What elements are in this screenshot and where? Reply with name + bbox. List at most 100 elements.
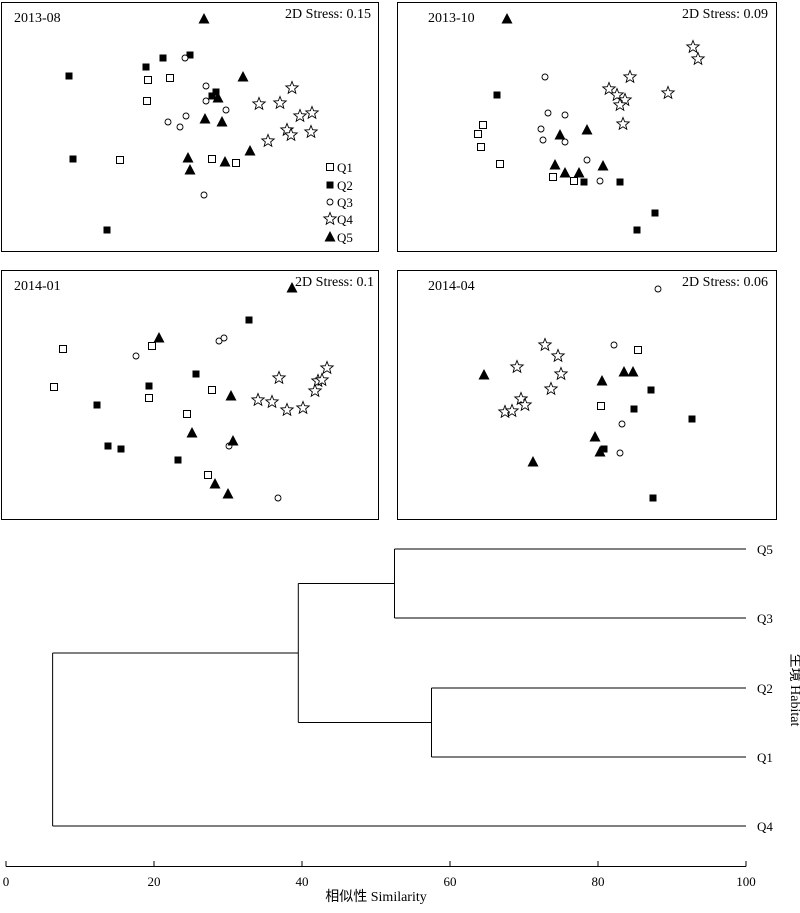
legend-symbol-q2 <box>326 181 334 189</box>
point-2013-08-q3-6 <box>164 118 172 126</box>
point-2014-01-q2-1 <box>245 316 253 324</box>
point-2013-08-q4-3 <box>272 95 288 110</box>
point-2013-08-q2-4 <box>186 51 194 59</box>
point-2013-08-q2-1 <box>65 72 73 80</box>
point-2013-10-q4-9 <box>615 116 631 131</box>
point-2014-01-q4-1 <box>319 360 335 375</box>
point-2014-01-q2-5 <box>104 442 112 450</box>
legend-label-q4: Q4 <box>337 212 353 227</box>
point-2013-08-q5-8 <box>182 152 194 163</box>
point-2014-01-q5-2 <box>153 332 165 343</box>
point-2013-08-q5-9 <box>184 164 196 175</box>
nmds-panel-2014-01-frame <box>1 270 379 520</box>
point-2014-04-q5-6 <box>594 446 606 457</box>
point-2013-08-q2-3 <box>159 54 167 62</box>
point-2013-10-q1-3 <box>477 143 485 151</box>
point-2014-04-q5-1 <box>478 369 490 380</box>
legend-marker-q5 <box>324 231 336 242</box>
point-2014-04-q5-3 <box>618 366 630 377</box>
legend-label-q2: Q2 <box>337 178 353 193</box>
point-2014-01-q3-5 <box>274 494 282 502</box>
point-2014-01-q1-5 <box>183 410 191 418</box>
point-2013-08-q4-9 <box>283 127 299 142</box>
point-2014-01-q5-1 <box>286 282 298 293</box>
point-2014-01-q2-7 <box>174 456 182 464</box>
legend-label-q1: Q1 <box>337 160 353 175</box>
point-2013-08-q1-3 <box>143 97 151 105</box>
point-2013-08-q4-7 <box>260 133 276 148</box>
point-2013-10-q5-5 <box>559 167 571 178</box>
point-2013-10-q4-3 <box>622 69 638 84</box>
point-2013-08-q2-2 <box>142 63 150 71</box>
stress-label-2013-10: 2D Stress: 0.09 <box>682 7 768 22</box>
point-2014-01-q1-4 <box>145 394 153 402</box>
point-2014-01-q5-6 <box>209 478 221 489</box>
x-tick-label-20: 20 <box>148 874 161 889</box>
point-2014-01-q4-5 <box>250 392 266 407</box>
point-2013-08-q4-2 <box>251 96 267 111</box>
leaf-label-q5: Q5 <box>757 542 773 557</box>
x-tick-label-40: 40 <box>296 874 309 889</box>
point-2013-10-q4-4 <box>601 81 617 96</box>
point-2014-01-q3-2 <box>220 334 228 342</box>
point-2013-10-q2-3 <box>616 178 624 186</box>
nmds-panel-2013-10-frame <box>397 2 777 252</box>
stress-label-2014-04: 2D Stress: 0.06 <box>682 275 768 290</box>
point-2014-04-q4-5 <box>543 381 559 396</box>
point-2013-10-q4-8 <box>660 85 676 100</box>
legend-marker-q2 <box>326 181 334 189</box>
point-2014-04-q3-3 <box>618 420 626 428</box>
point-2013-08-q3-2 <box>202 82 210 90</box>
point-2013-10-q5-7 <box>597 160 609 171</box>
legend-marker-q1 <box>326 163 334 171</box>
panel-title-2014-01: 2014-01 <box>14 279 61 294</box>
leaf-label-q3: Q3 <box>757 611 773 626</box>
point-2014-04-q4-1 <box>537 337 553 352</box>
point-2014-04-q3-4 <box>616 449 624 457</box>
point-2013-10-q4-5 <box>609 87 625 102</box>
point-2014-01-q4-7 <box>279 402 295 417</box>
point-2014-01-q2-6 <box>117 445 125 453</box>
point-2013-10-q3-8 <box>596 177 604 185</box>
point-2014-01-q2-4 <box>93 401 101 409</box>
point-2013-10-q5-6 <box>573 167 585 178</box>
point-2013-10-q5-1 <box>501 13 513 24</box>
point-2013-08-q3-1 <box>181 54 189 62</box>
point-2014-04-q4-3 <box>509 359 525 374</box>
point-2014-04-q2-5 <box>649 494 657 502</box>
point-2013-10-q3-7 <box>583 156 591 164</box>
point-2013-08-q4-5 <box>304 105 320 120</box>
point-2013-08-q5-1 <box>198 13 210 24</box>
scatter-points <box>50 13 706 502</box>
point-2013-10-q2-2 <box>580 178 588 186</box>
legend-label-q3: Q3 <box>337 195 353 210</box>
point-2013-10-q3-6 <box>561 138 569 146</box>
point-2013-08-q3-3 <box>202 97 210 105</box>
point-2013-08-q1-2 <box>166 74 174 82</box>
point-2013-08-q1-5 <box>208 155 216 163</box>
legend-symbol-q3 <box>326 198 334 206</box>
x-axis-ticks: 0 20 40 60 80 100 <box>3 861 756 889</box>
point-2013-08-q2-6 <box>208 92 216 100</box>
point-2013-10-q4-7 <box>612 97 628 112</box>
point-2013-08-q5-6 <box>244 145 256 156</box>
point-2013-08-q5-2 <box>237 71 249 82</box>
nmds-panel-2014-04-frame <box>397 270 777 520</box>
point-2014-04-q3-2 <box>610 341 618 349</box>
point-2014-01-q1-1 <box>59 345 67 353</box>
point-2014-01-q5-3 <box>225 390 237 401</box>
panel-title-2014-04: 2014-04 <box>428 279 475 294</box>
point-2013-08-q5-3 <box>212 92 224 103</box>
point-2014-04-q5-2 <box>596 375 608 386</box>
point-2014-04-q1-1 <box>634 346 642 354</box>
point-2013-10-q3-1 <box>541 73 549 81</box>
point-2013-08-q2-8 <box>103 226 111 234</box>
point-2013-08-q3-7 <box>176 123 184 131</box>
point-2014-04-q2-4 <box>600 445 608 453</box>
point-2014-01-q4-4 <box>271 370 287 385</box>
point-2014-01-q5-4 <box>186 427 198 438</box>
point-2014-04-q2-3 <box>630 405 638 413</box>
stress-label-2014-01: 2D Stress: 0.1 <box>295 275 374 290</box>
point-2013-10-q5-4 <box>549 159 561 170</box>
